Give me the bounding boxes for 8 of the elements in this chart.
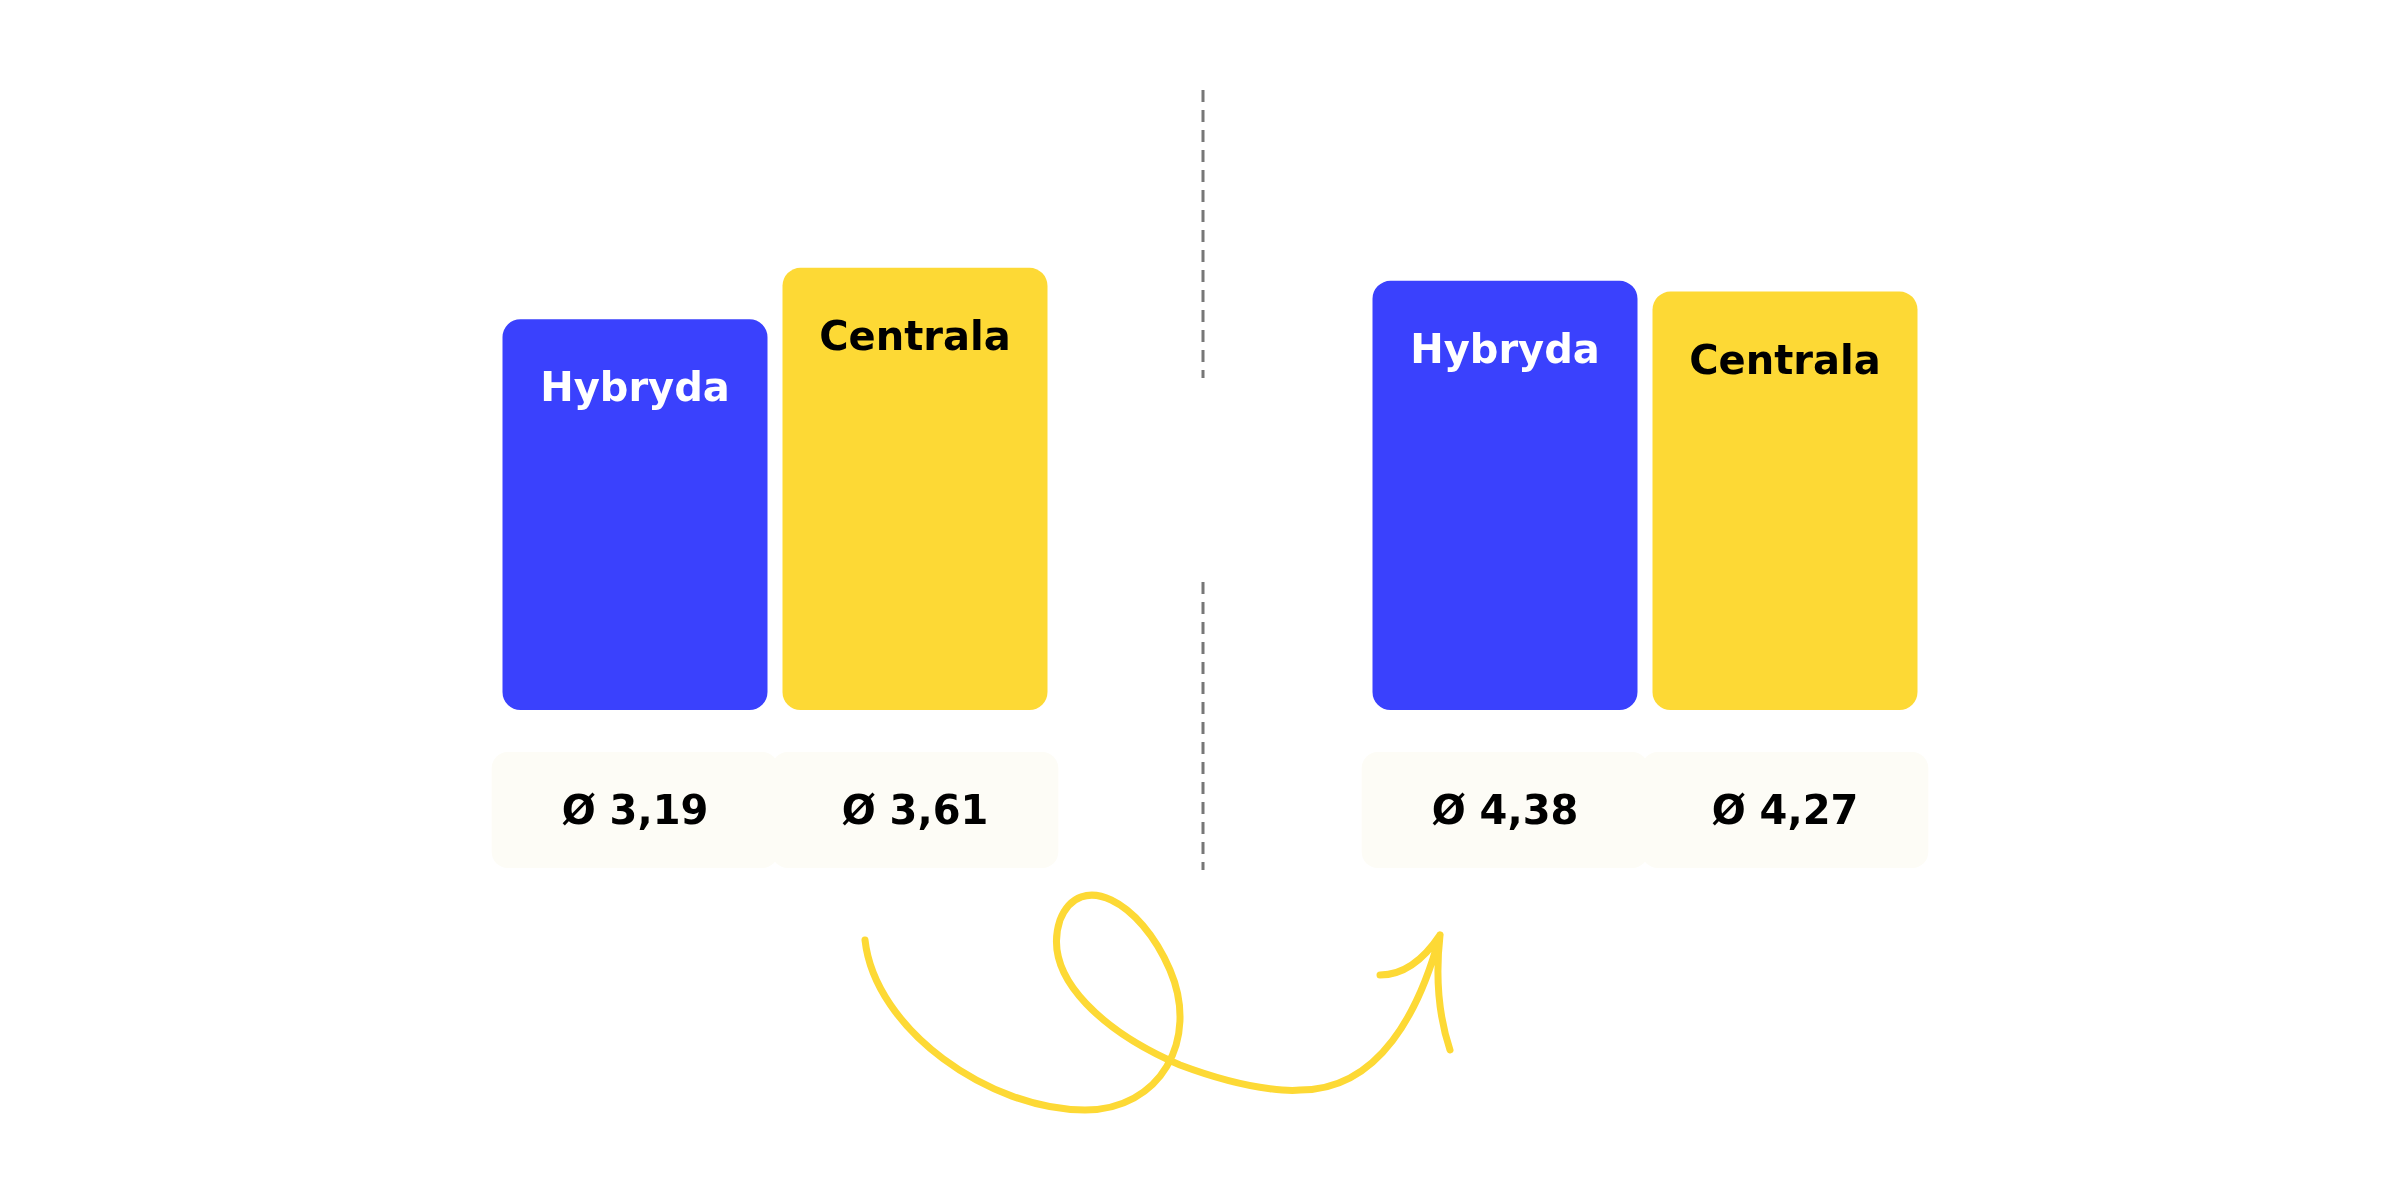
data-label: Ø 4,27 (1711, 787, 1859, 833)
x-tick-label: Hybryda (540, 364, 730, 411)
x-tick-label: Hybryda (1410, 325, 1600, 372)
x-tick-label: Centrala (819, 312, 1011, 359)
data-label: Ø 3,61 (841, 787, 989, 833)
data-label: Ø 3,19 (561, 787, 709, 833)
x-tick-label: Centrala (1689, 336, 1881, 383)
data-label: Ø 4,38 (1431, 787, 1579, 833)
